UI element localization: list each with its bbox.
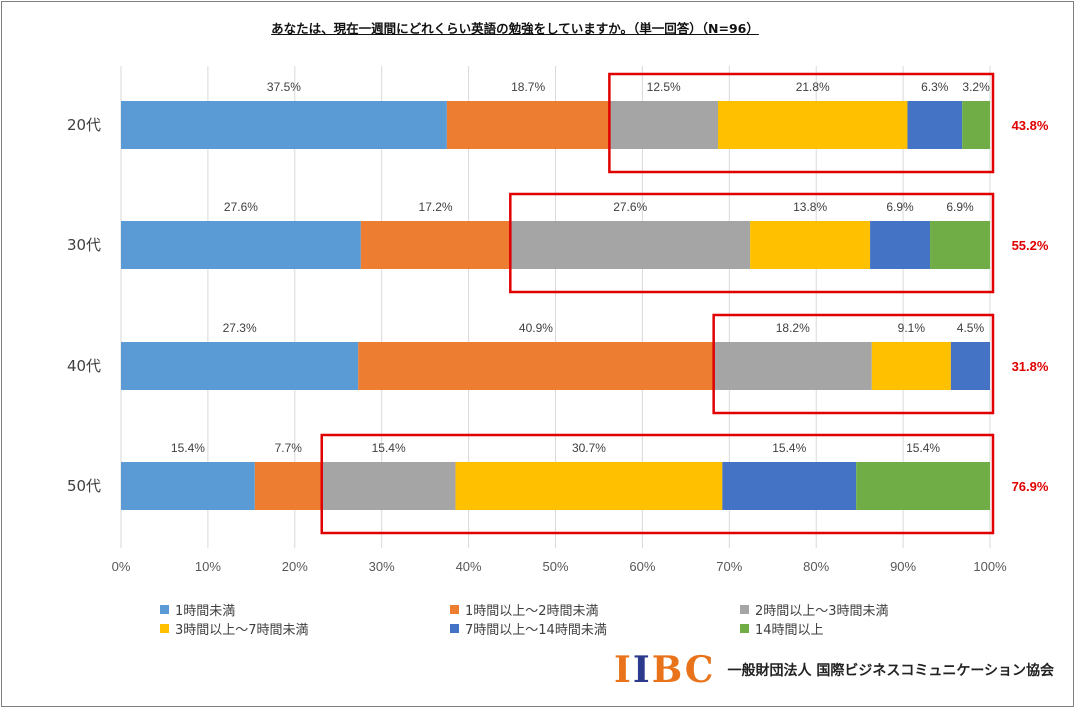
data-label: 4.5% <box>957 321 985 335</box>
legend-swatch <box>160 624 169 633</box>
highlight-box <box>509 192 995 294</box>
legend-item: 7時間以上～14時間未満 <box>450 620 740 638</box>
legend-item: 1時間以上～2時間未満 <box>450 601 740 619</box>
data-label: 15.4% <box>372 441 406 455</box>
iibc-logo: IIBC <box>614 652 715 688</box>
bar-segment <box>713 342 872 390</box>
data-label: 9.1% <box>898 321 926 335</box>
bar-segment <box>962 101 990 149</box>
bar-segment <box>718 101 908 149</box>
x-tick-label: 20% <box>282 559 308 574</box>
bar-segment <box>358 342 714 390</box>
x-tick-label: 80% <box>803 559 829 574</box>
data-label: 3.2% <box>962 80 990 94</box>
legend-label: 7時間以上～14時間未満 <box>465 623 607 638</box>
highlight-box <box>712 313 995 415</box>
legend-label: 3時間以上～7時間未満 <box>175 623 309 638</box>
bar-segment <box>121 221 361 269</box>
legend-label: 2時間以上～3時間未満 <box>755 604 889 619</box>
data-label: 6.9% <box>946 200 974 214</box>
category-label: 30代 <box>67 236 101 254</box>
data-label: 21.8% <box>796 80 830 94</box>
data-label: 6.9% <box>886 200 914 214</box>
bar-segment <box>254 462 322 510</box>
x-tick-label: 70% <box>716 559 742 574</box>
legend-item: 2時間以上～3時間未満 <box>740 601 960 619</box>
bar-segment <box>870 221 931 269</box>
data-label: 18.2% <box>776 321 810 335</box>
bar-segment <box>510 221 751 269</box>
bar-segment <box>856 462 990 510</box>
highlight-box <box>320 433 995 535</box>
chart-title: あなたは、現在一週間にどれくらい英語の勉強をしていますか。（単一回答）（N=96… <box>271 21 759 36</box>
highlight-box <box>608 72 995 174</box>
data-label: 13.8% <box>793 200 827 214</box>
bar-segment <box>121 342 359 390</box>
bar-segment <box>750 221 871 269</box>
data-label: 37.5% <box>267 80 301 94</box>
data-label: 18.7% <box>511 80 545 94</box>
legend-label: 14時間以上 <box>755 623 824 638</box>
legend-swatch <box>160 605 169 614</box>
bar-segment <box>121 101 447 149</box>
bar-segment <box>950 342 990 390</box>
highlight-total: 76.9% <box>1012 479 1049 494</box>
legend-label: 1時間以上～2時間未満 <box>465 604 599 619</box>
highlight-total: 31.8% <box>1012 359 1049 374</box>
highlight-total: 43.8% <box>1012 118 1049 133</box>
data-label: 40.9% <box>519 321 553 335</box>
data-label: 27.6% <box>613 200 647 214</box>
data-label: 12.5% <box>647 80 681 94</box>
data-label: 27.6% <box>224 200 258 214</box>
highlight-total: 55.2% <box>1012 238 1049 253</box>
data-label: 17.2% <box>419 200 453 214</box>
data-label: 27.3% <box>223 321 257 335</box>
bar-segment <box>321 462 456 510</box>
brand: IIBC 一般財団法人 国際ビジネスコミュニケーション協会 <box>614 652 1054 688</box>
x-tick-label: 40% <box>456 559 482 574</box>
bar-segment <box>360 221 511 269</box>
bar-segment <box>121 462 255 510</box>
category-label: 40代 <box>67 357 101 375</box>
stacked-bar-chart: 0% 10% 20% 30% 40% 50% 60% 70% 80% 90% 100% 20代 37.5… <box>67 66 1049 574</box>
bar-segment <box>871 342 951 390</box>
logo-letter: B <box>651 649 685 691</box>
legend-swatch <box>740 605 749 614</box>
legend-swatch <box>450 605 459 614</box>
logo-letter: I <box>632 649 652 691</box>
legend-item: 3時間以上～7時間未満 <box>160 620 450 638</box>
category-label: 20代 <box>67 116 101 134</box>
bar-segment <box>907 101 963 149</box>
x-tick-label: 10% <box>195 559 221 574</box>
data-label: 15.4% <box>171 441 205 455</box>
organization-name: 一般財団法人 国際ビジネスコミュニケーション協会 <box>727 663 1055 679</box>
bar-segment <box>446 101 610 149</box>
bar-segment <box>609 101 719 149</box>
bar-segment <box>930 221 990 269</box>
category-label: 50代 <box>67 477 101 495</box>
bar-segment <box>722 462 857 510</box>
data-label: 15.4% <box>772 441 806 455</box>
x-tick-label: 50% <box>542 559 568 574</box>
legend-swatch <box>450 624 459 633</box>
data-label: 15.4% <box>906 441 940 455</box>
bar-segment <box>455 462 723 510</box>
data-label: 6.3% <box>921 80 949 94</box>
legend: 1時間未満 1時間以上～2時間未満 2時間以上～3時間未満 3時間以上～7時間未満 7時… <box>160 601 960 638</box>
logo-letter: I <box>614 649 633 691</box>
x-tick-label: 90% <box>890 559 916 574</box>
x-tick-label: 0% <box>112 559 131 574</box>
logo-letter: C <box>684 649 716 691</box>
legend-item: 1時間未満 <box>160 601 450 619</box>
x-tick-label: 30% <box>369 559 395 574</box>
legend-item: 14時間以上 <box>740 620 960 638</box>
data-label: 7.7% <box>275 441 303 455</box>
x-tick-label: 60% <box>629 559 655 574</box>
legend-label: 1時間未満 <box>175 604 236 619</box>
data-label: 30.7% <box>572 441 606 455</box>
legend-swatch <box>740 624 749 633</box>
x-tick-label: 100% <box>973 559 1007 574</box>
